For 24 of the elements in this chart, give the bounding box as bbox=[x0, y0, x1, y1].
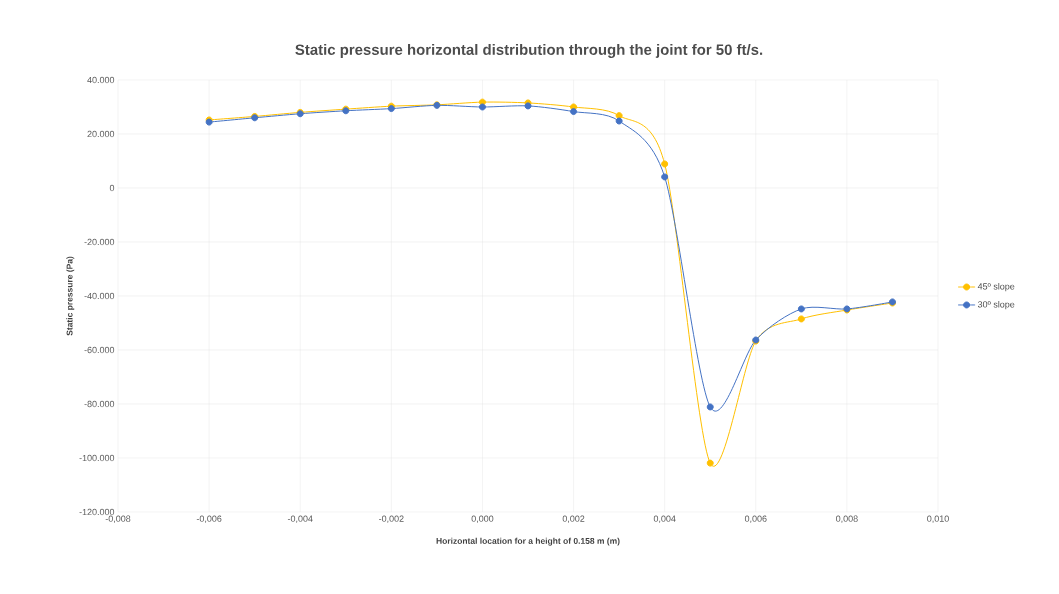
y-tick-label: -100.000 bbox=[79, 454, 115, 462]
x-axis-title: Horizontal location for a height of 0.158 m (m) bbox=[436, 537, 620, 546]
x-tick-label: 0,004 bbox=[653, 515, 676, 523]
x-tick-label: -0,004 bbox=[287, 515, 313, 523]
y-tick-label: -20.000 bbox=[84, 238, 115, 246]
y-tick-label: 0 bbox=[109, 184, 115, 192]
x-tick-label: 0,006 bbox=[744, 515, 767, 523]
x-tick-label: 0,002 bbox=[562, 515, 585, 523]
x-tick-label: -0,008 bbox=[105, 515, 131, 523]
x-tick-label: 0,008 bbox=[836, 515, 858, 523]
legend-label: 45º slope bbox=[977, 283, 1015, 292]
chart-title: Static pressure horizontal distribution through the joint for 50 ft/s. bbox=[295, 43, 763, 58]
y-tick-label: -40.000 bbox=[84, 292, 115, 300]
legend-label: 30º slope bbox=[977, 300, 1015, 310]
x-tick-label: 0,000 bbox=[471, 515, 494, 523]
x-tick-label: 0,010 bbox=[927, 515, 949, 523]
y-tick-label: -80.000 bbox=[84, 400, 115, 408]
y-tick-label: 40.000 bbox=[87, 76, 115, 84]
y-axis-title: Static pressure (Pa) bbox=[66, 256, 75, 336]
y-tick-label: -120.000 bbox=[79, 508, 115, 516]
x-tick-label: -0,002 bbox=[379, 515, 404, 523]
y-tick-label: -60.000 bbox=[84, 346, 115, 354]
y-tick-label: 20.000 bbox=[87, 130, 115, 138]
x-tick-label: -0,006 bbox=[196, 515, 222, 523]
